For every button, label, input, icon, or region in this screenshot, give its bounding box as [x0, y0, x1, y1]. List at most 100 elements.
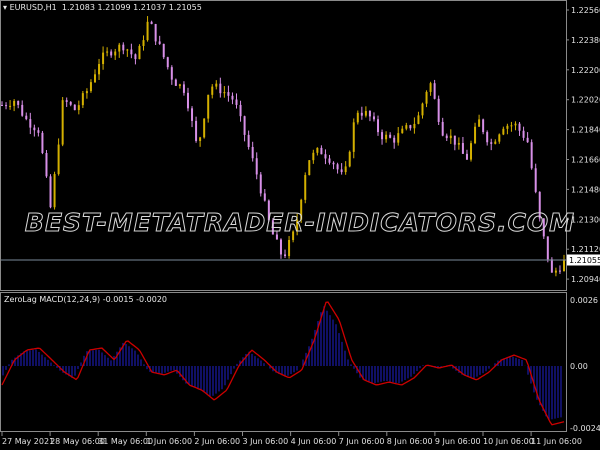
time-tick-label: 9 Jun 06:00	[435, 437, 481, 446]
candle-body	[9, 105, 12, 107]
candle-body	[223, 92, 226, 94]
candle-body	[498, 134, 501, 142]
candle-body	[37, 130, 40, 133]
candle-body	[401, 128, 404, 134]
candle-body	[502, 128, 505, 135]
candle-body	[292, 231, 295, 241]
candle-body	[441, 121, 444, 136]
time-tick-label: 28 May 06:00	[50, 437, 105, 446]
candle-body	[288, 240, 291, 257]
candle-body	[134, 54, 137, 60]
candle-body	[53, 174, 56, 208]
candle-body	[69, 101, 72, 105]
candle-body	[445, 135, 448, 139]
candle-body	[126, 49, 129, 51]
candle-body	[385, 134, 388, 140]
time-tick-label: 7 Jun 06:00	[339, 437, 385, 446]
candle-body	[372, 116, 375, 120]
candle-body	[182, 84, 185, 93]
candle-body	[114, 51, 117, 56]
candle-body	[425, 91, 428, 104]
candle-body	[89, 82, 92, 92]
candle-body	[518, 123, 521, 131]
candle-body	[279, 239, 282, 255]
candle-body	[316, 147, 319, 153]
candle-body	[284, 254, 287, 257]
candle-body	[33, 127, 36, 131]
candle-body	[336, 164, 339, 170]
candle-body	[1, 105, 3, 107]
time-tick-label: 4 Jun 06:00	[291, 437, 337, 446]
candle-body	[360, 112, 363, 116]
price-tick-label: 1.21660	[571, 156, 600, 165]
candle-body	[118, 44, 121, 52]
candle-body	[122, 44, 125, 51]
time-tick-label: 2 Jun 06:00	[194, 437, 240, 446]
candle-body	[486, 132, 489, 143]
candle-body	[275, 234, 278, 240]
indicator-header: ZeroLag MACD(12,24,9) -0.0015 -0.0020	[4, 295, 167, 304]
candle-body	[421, 103, 424, 116]
price-tick-label: 1.21300	[571, 215, 600, 224]
time-tick-label: 31 May 06:00	[98, 437, 153, 446]
candle-body	[235, 99, 238, 105]
candle-body	[470, 143, 473, 160]
candle-body	[267, 200, 270, 221]
symbol-ohlc: EURUSD,H1 1.21083 1.21099 1.21037 1.2105…	[9, 3, 202, 12]
candle-body	[449, 135, 452, 139]
candle-body	[186, 92, 189, 109]
candle-body	[263, 193, 266, 201]
candle-body	[102, 52, 105, 65]
candle-body	[57, 144, 60, 175]
candle-body	[522, 130, 525, 138]
candle-body	[526, 137, 529, 143]
candle-body	[199, 137, 202, 141]
candle-body	[174, 79, 177, 86]
candle-body	[364, 111, 367, 116]
candle-body	[348, 151, 351, 167]
current-price-tag	[567, 254, 600, 266]
candle-body	[546, 236, 549, 260]
candle-body	[324, 154, 327, 159]
price-tick-label: 1.21840	[571, 126, 600, 135]
candle-body	[368, 111, 371, 117]
candle-body	[514, 123, 517, 126]
candle-body	[243, 116, 246, 135]
candle-body	[98, 64, 101, 75]
candle-body	[142, 40, 145, 46]
candle-body	[308, 160, 311, 176]
candle-body	[219, 83, 222, 94]
candle-body	[344, 166, 347, 173]
time-tick-label: 10 Jun 06:00	[483, 437, 534, 446]
candle-body	[170, 67, 173, 80]
candle-body	[429, 83, 432, 92]
candle-body	[203, 118, 206, 138]
candle-body	[110, 51, 113, 56]
candle-body	[41, 132, 44, 153]
candle-body	[494, 141, 497, 144]
dropdown-triangle-icon[interactable]: ▾	[3, 3, 10, 12]
candle-body	[405, 125, 408, 129]
candle-body	[215, 83, 218, 87]
indicator-axis: 0.0026 0.00 -0.0024	[570, 296, 600, 433]
candle-body	[328, 158, 331, 163]
candle-body	[239, 104, 242, 117]
candle-body	[433, 83, 436, 99]
candle-body	[457, 143, 460, 145]
candle-body	[397, 133, 400, 143]
indicator-tick-label: -0.0024	[570, 424, 600, 433]
candle-body	[300, 199, 303, 220]
symbol-header: ▾ EURUSD,H1 1.21083 1.21099 1.21037 1.21…	[3, 3, 202, 12]
candle-body	[393, 137, 396, 143]
candle-body	[506, 125, 509, 129]
indicator-tick-label: 0.0026	[570, 296, 598, 305]
candle-body	[465, 153, 468, 160]
price-tick-label: 1.21120	[571, 245, 600, 254]
candle-body	[478, 119, 481, 127]
candle-body	[437, 98, 440, 122]
candle-body	[166, 57, 169, 68]
candle-body	[61, 100, 64, 145]
candle-body	[389, 134, 392, 138]
